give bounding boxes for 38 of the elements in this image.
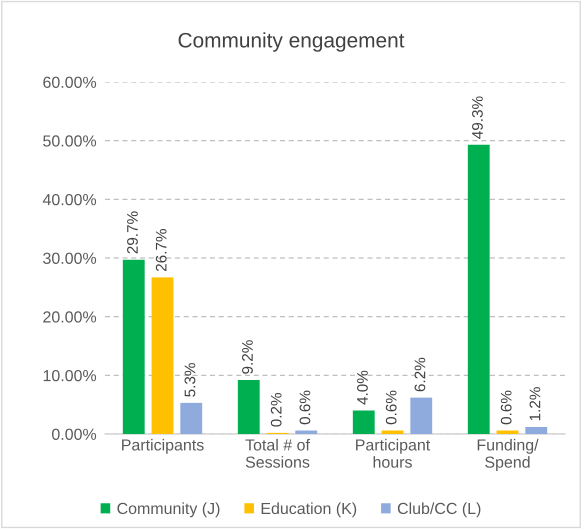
legend-label: Community (J) — [117, 502, 220, 518]
data-label: 0.6% — [300, 390, 310, 424]
y-tick-label: 20.00% — [43, 311, 96, 323]
x-tick-label: Total # of Sessions — [245, 438, 310, 468]
data-label: 0.6% — [500, 390, 512, 424]
y-tick-label: 10.00% — [44, 370, 96, 382]
data-label: 4.0% — [357, 370, 368, 405]
y-tick-label: 40.00% — [42, 194, 96, 206]
data-label: 0.6% — [386, 390, 397, 424]
bar — [122, 260, 145, 434]
y-tick-label: 60.00% — [43, 76, 96, 88]
data-label: 29.7% — [127, 211, 138, 254]
bar — [468, 144, 490, 434]
bar — [496, 430, 518, 434]
y-tick-label: 30.00% — [43, 252, 96, 264]
data-label: 5.3% — [184, 363, 196, 397]
data-label: 49.3% — [472, 96, 483, 139]
bar — [352, 410, 375, 434]
data-label: 26.7% — [156, 229, 167, 272]
chart-title: Community engagement — [178, 32, 404, 52]
data-label: 9.2% — [242, 340, 253, 374]
x-tick-label: Funding/ Spend — [478, 438, 539, 471]
data-label: 0.2% — [270, 392, 282, 427]
y-tick-label: 0.00% — [52, 428, 96, 440]
x-tick-label: Participant hours — [356, 438, 430, 468]
bar — [525, 426, 548, 434]
data-label: 1.2% — [530, 387, 540, 420]
bar — [152, 277, 174, 434]
bar — [180, 402, 202, 434]
legend-label: Education (K) — [262, 502, 356, 518]
bar — [382, 430, 404, 434]
bar — [295, 430, 318, 434]
bar — [410, 398, 432, 434]
data-label: 6.2% — [414, 358, 426, 392]
x-tick-label: Participants — [122, 438, 204, 454]
y-tick-label: 50.00% — [43, 135, 96, 147]
bar — [238, 380, 260, 434]
legend-label: Club/CC (L) — [398, 502, 480, 518]
